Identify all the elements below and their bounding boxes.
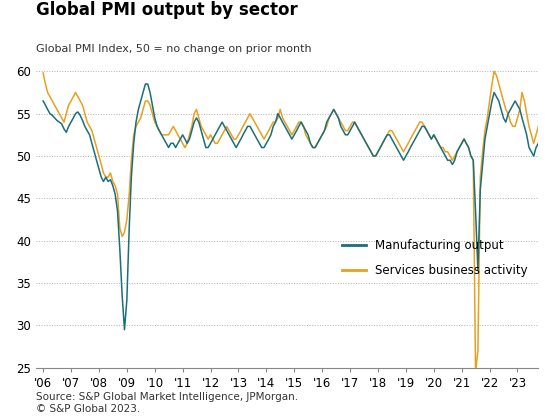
Legend: Manufacturing output, Services business activity: Manufacturing output, Services business … [337, 234, 532, 282]
Text: Global PMI output by sector: Global PMI output by sector [36, 1, 298, 20]
Text: Global PMI Index, 50 = no change on prior month: Global PMI Index, 50 = no change on prio… [36, 44, 312, 54]
Text: Source: S&P Global Market Intelligence, JPMorgan.
© S&P Global 2023.: Source: S&P Global Market Intelligence, … [36, 392, 298, 414]
